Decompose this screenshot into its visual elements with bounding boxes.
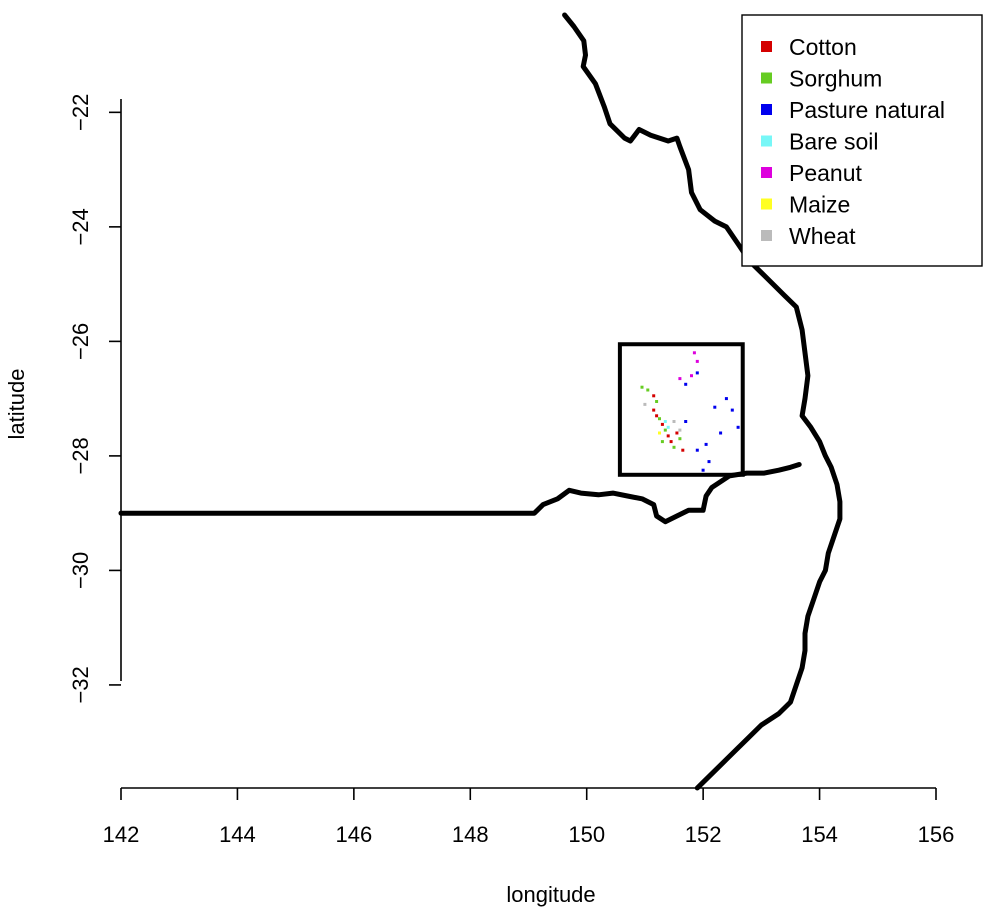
land-cover-point [666, 434, 670, 438]
land-cover-point [646, 388, 650, 392]
land-cover-point [663, 420, 667, 423]
land-cover-point [652, 394, 656, 398]
land-cover-point [672, 445, 676, 449]
legend-swatch [761, 198, 772, 210]
legend-label: Bare soil [789, 129, 878, 155]
land-cover-point [681, 448, 685, 452]
land-cover-point [690, 374, 693, 378]
y-axis-label: latitude [4, 369, 29, 440]
land-cover-point [652, 408, 656, 412]
land-cover-point [666, 425, 670, 429]
legend-label: Pasture natural [789, 97, 945, 123]
x-tick-label: 154 [801, 822, 838, 847]
legend-swatch [761, 72, 772, 84]
land-cover-point [669, 440, 673, 444]
x-tick-label: 156 [918, 822, 955, 847]
land-cover-point [730, 408, 734, 412]
legend-label: Wheat [789, 223, 856, 249]
land-cover-point [704, 442, 708, 446]
land-cover-point [719, 431, 723, 435]
land-cover-point [660, 440, 664, 444]
y-tick-label: −28 [68, 437, 93, 474]
x-tick-label: 144 [219, 822, 256, 847]
land-cover-point [663, 428, 667, 432]
legend-swatch [761, 135, 772, 147]
legend-label: Maize [789, 192, 850, 218]
y-tick-label: −24 [68, 208, 93, 245]
land-cover-point [695, 448, 699, 452]
legend: Cotton Sorghum Pasture natural Bare soil Pea… [741, 14, 983, 267]
x-tick-label: 148 [452, 822, 489, 847]
x-tick-label: 142 [103, 822, 140, 847]
land-cover-point [678, 377, 682, 381]
x-ticks: 142 144 146 148 150 152 154 156 [103, 788, 955, 847]
map-layer [118, 12, 843, 791]
state-border-line [118, 462, 802, 525]
study-area-box [617, 342, 745, 477]
land-cover-point [695, 371, 699, 375]
land-cover-point [684, 420, 688, 423]
legend-box [741, 14, 983, 267]
legend-swatch [761, 104, 772, 115]
land-cover-point [655, 400, 659, 403]
land-cover-point [660, 422, 664, 426]
coastline-line [562, 12, 843, 791]
y-tick-label: −30 [68, 552, 93, 589]
x-axis-label: longitude [506, 882, 595, 907]
x-tick-label: 152 [685, 822, 722, 847]
land-cover-point [692, 351, 696, 355]
legend-swatch [761, 41, 772, 52]
land-cover-point [701, 468, 705, 472]
legend-swatch [761, 230, 772, 241]
land-cover-point [678, 437, 682, 441]
y-tick-label: −22 [68, 94, 93, 131]
y-ticks: −22 −24 −26 −28 −30 −32 [68, 94, 121, 704]
land-cover-point [643, 402, 647, 406]
land-cover-point [640, 385, 644, 389]
y-tick-label: −26 [68, 323, 93, 360]
legend-label: Cotton [789, 34, 857, 60]
land-cover-point [655, 414, 659, 418]
land-cover-point [684, 382, 688, 386]
x-tick-label: 146 [335, 822, 372, 847]
land-cover-point [695, 359, 699, 363]
legend-label: Sorghum [789, 66, 882, 92]
land-cover-point [707, 460, 711, 464]
land-cover-point [675, 431, 679, 435]
land-cover-point [724, 397, 728, 401]
land-cover-point [736, 425, 740, 429]
legend-label: Peanut [789, 160, 863, 186]
legend-swatch [761, 167, 772, 178]
land-cover-point [678, 428, 682, 432]
land-cover-point [672, 420, 676, 423]
y-tick-label: −32 [68, 666, 93, 703]
land-cover-point [658, 431, 661, 435]
axes: 142 144 146 148 150 152 154 156 −22 −24 −26 −28 −30… [4, 94, 954, 907]
land-cover-point [713, 405, 717, 409]
land-cover-point [658, 417, 661, 421]
x-tick-label: 150 [568, 822, 605, 847]
